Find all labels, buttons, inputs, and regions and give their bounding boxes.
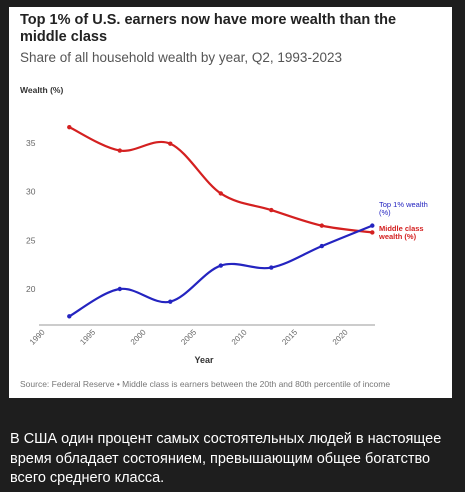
line-chart: Wealth (%) Year 20 25 30 35 1990 1995 2000 2005… [20,85,428,365]
series-line-1 [68,224,373,318]
x-tick-label: 2015 [280,327,299,346]
post-caption: В США один процент самых состоятельных л… [10,431,442,486]
x-tick-label: 1990 [28,327,47,346]
data-point [269,207,274,213]
data-point [117,148,123,153]
y-tick-label: 25 [26,235,36,245]
y-tick-label: 35 [26,138,36,148]
data-point [370,230,375,235]
data-point [269,265,274,270]
data-point [218,263,223,268]
chart-subtitle: Share of all household wealth by year, Q… [20,50,342,65]
data-point [67,124,72,130]
data-point [319,223,324,228]
source-note: Source: Federal Reserve • Middle class i… [20,379,391,389]
data-point [67,314,72,319]
x-tick-label: 2005 [179,327,198,346]
y-tick-label: 30 [26,187,36,197]
data-point [117,286,123,292]
x-tick-label: 2000 [129,327,148,346]
data-point [319,243,324,249]
chart-title: Top 1% of U.S. earners now have more wea… [20,12,397,45]
data-point [218,191,223,196]
y-tick-label: 20 [26,284,36,294]
x-tick-label: 2020 [331,327,350,346]
series-label: Middle class wealth (%) [378,224,424,241]
data-point [168,141,173,146]
data-point [370,223,375,228]
series-label: Top 1% wealth (%) [379,200,428,217]
x-tick-label: 2010 [230,327,249,346]
chart-card: Top 1% of U.S. earners now have more wea… [9,7,452,398]
y-axis-label: Wealth (%) [20,85,63,95]
series-line-0 [68,126,373,234]
x-axis-label: Year [194,355,214,365]
data-point [168,299,173,304]
x-tick-label: 1995 [78,327,97,346]
